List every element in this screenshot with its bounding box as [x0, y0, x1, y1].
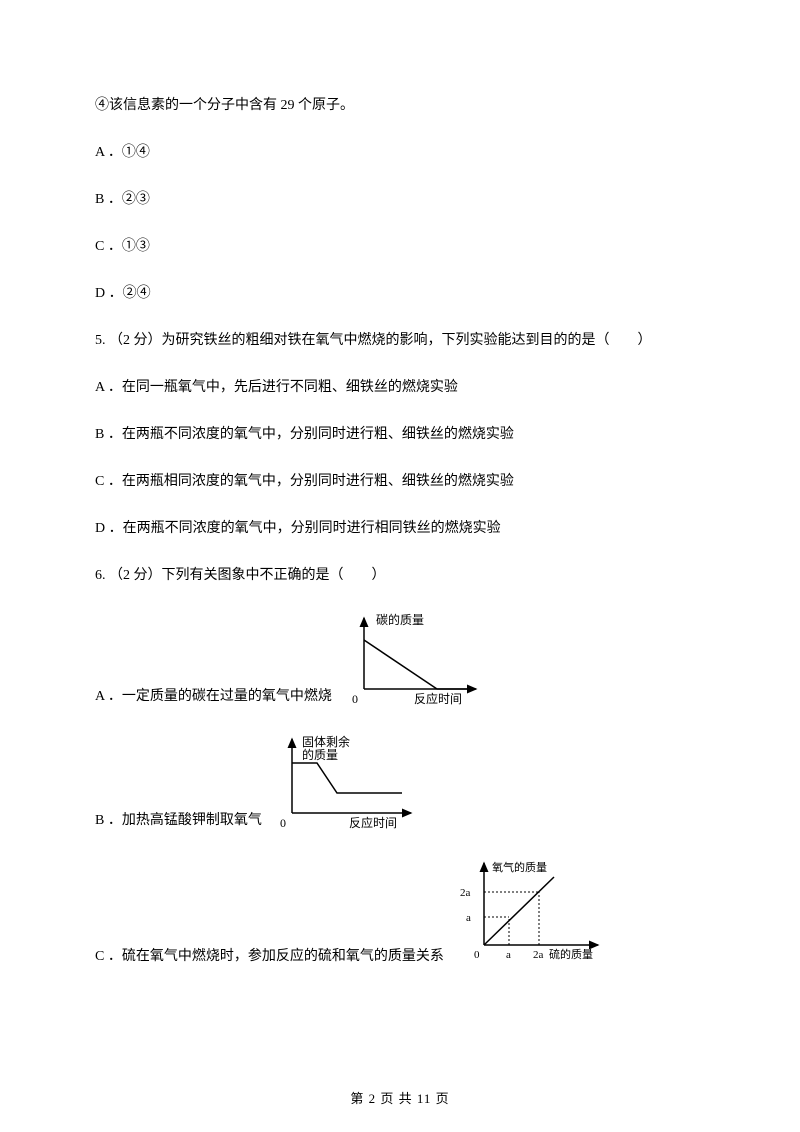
- q5-option-d: D ．在两瓶不同浓度的氧气中，分别同时进行相同铁丝的燃烧实验: [95, 518, 705, 539]
- q5-stem: 5. （2 分）为研究铁丝的粗细对铁在氧气中燃烧的影响，下列实验能达到目的的是（…: [95, 330, 705, 351]
- q6-stem: 6. （2 分）下列有关图象中不正确的是（ ）: [95, 565, 705, 586]
- chart-c: 氧气的质量 0 a 2a a 2a 硫的质量: [454, 857, 604, 967]
- svg-text:2a: 2a: [533, 949, 544, 961]
- q6-option-b-row: B ．加热高锰酸钾制取氧气 固体剩余的质量 0 反应时间: [95, 733, 705, 831]
- svg-text:反应时间: 反应时间: [414, 691, 462, 706]
- svg-text:硫的质量: 硫的质量: [549, 947, 593, 961]
- page-content: ④该信息素的一个分子中含有 29 个原子。 A ．①④ B ．②③ C ．①③ …: [0, 0, 800, 967]
- svg-text:的质量: 的质量: [302, 747, 338, 762]
- option-c: C ．①③: [95, 236, 705, 257]
- chart-b: 固体剩余的质量 0 反应时间: [272, 733, 417, 831]
- option-b: B ．②③: [95, 189, 705, 210]
- svg-text:0: 0: [280, 816, 286, 830]
- svg-text:固体剩余: 固体剩余: [302, 734, 350, 749]
- q5-option-c: C ．在两瓶相同浓度的氧气中，分别同时进行粗、细铁丝的燃烧实验: [95, 471, 705, 492]
- chart-a: 碳的质量 0 反应时间: [342, 612, 482, 707]
- q6-option-b-text: B ．加热高锰酸钾制取氧气: [95, 810, 262, 831]
- svg-text:a: a: [466, 912, 471, 924]
- q5-option-b: B ．在两瓶不同浓度的氧气中，分别同时进行粗、细铁丝的燃烧实验: [95, 424, 705, 445]
- option-a: A ．①④: [95, 142, 705, 163]
- svg-text:a: a: [506, 949, 511, 961]
- option-d: D ．②④: [95, 283, 705, 304]
- q6-option-c-row: C ．硫在氧气中燃烧时，参加反应的硫和氧气的质量关系 氧气的质量 0 a 2a a 2a 硫…: [95, 857, 705, 967]
- q6-option-a-text: A ．一定质量的碳在过量的氧气中燃烧: [95, 686, 332, 707]
- q6-option-a-row: A ．一定质量的碳在过量的氧气中燃烧 碳的质量 0 反应时间: [95, 612, 705, 707]
- info-line: ④该信息素的一个分子中含有 29 个原子。: [95, 95, 705, 116]
- svg-text:0: 0: [352, 692, 358, 706]
- svg-text:0: 0: [474, 949, 480, 961]
- svg-text:碳的质量: 碳的质量: [376, 612, 424, 627]
- svg-text:反应时间: 反应时间: [349, 815, 397, 830]
- q5-option-a: A ．在同一瓶氧气中，先后进行不同粗、细铁丝的燃烧实验: [95, 377, 705, 398]
- svg-text:2a: 2a: [460, 887, 471, 899]
- q6-option-c-text: C ．硫在氧气中燃烧时，参加反应的硫和氧气的质量关系: [95, 946, 444, 967]
- page-footer: 第 2 页 共 11 页: [0, 1088, 800, 1107]
- svg-text:氧气的质量: 氧气的质量: [492, 860, 547, 874]
